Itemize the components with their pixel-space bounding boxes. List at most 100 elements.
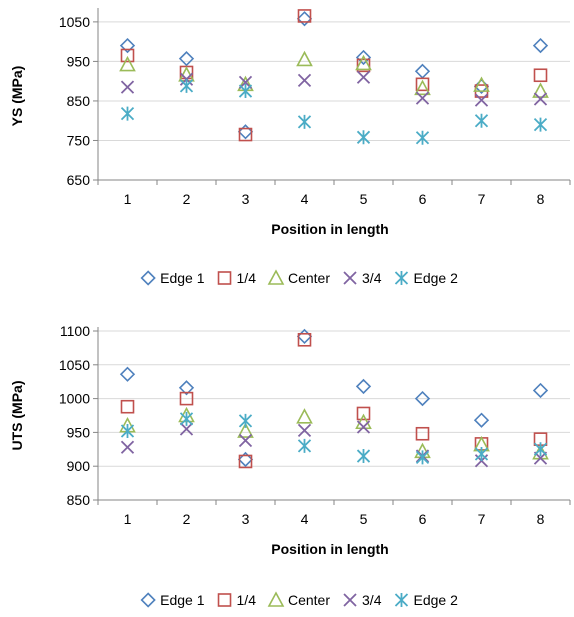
ys-point-center [119,55,136,72]
ys-point-edge-2 [179,78,194,93]
uts-legend-label: Center [288,592,330,608]
ys-point-1-4 [238,127,253,142]
ys-point-edge-2 [238,84,253,99]
uts-series-3-4 [120,420,548,468]
uts-y-tick-label: 1000 [59,391,90,407]
ys-legend-label: 3/4 [362,270,382,286]
ys-y-tick-label: 750 [67,132,91,148]
ys-series-center [119,50,549,98]
uts-point-3-4 [179,422,194,436]
ys-legend-label: 1/4 [237,270,257,286]
ys-point-1-4 [297,9,312,23]
ys-point-center [355,54,372,71]
uts-point-edge-1 [237,451,254,468]
uts-x-tick-label: 7 [478,511,486,527]
ys-legend-item-center: Center [267,269,330,286]
ys-point-center [532,82,549,98]
ys-series-edge-1 [119,11,549,140]
uts-y-axis-title: UTS (MPa) [9,381,25,451]
ys-y-tick-label: 650 [67,172,91,188]
uts-point-edge-2 [474,447,489,462]
uts-point-edge-1 [119,366,136,382]
uts-point-edge-2 [356,449,371,464]
ys-series-edge-2 [120,78,548,145]
uts-legend-label: 3/4 [362,592,382,608]
uts-legend-marker-edge-2 [394,593,409,607]
ys-point-edge-1 [178,51,195,67]
ys-y-axis-title: YS (MPa) [9,66,25,127]
uts-x-tick-label: 4 [301,511,309,527]
ys-point-edge-1 [296,11,313,27]
uts-point-1-4 [356,406,371,421]
uts-y-tick-label: 950 [67,424,91,440]
ys-legend-marker-1-4 [217,271,232,285]
ys-point-center [296,50,313,67]
ys-x-tick-label: 1 [124,191,132,207]
uts-legend-item-1-4: 1/4 [217,592,256,608]
ys-x-tick-label: 7 [478,191,486,207]
uts-point-edge-2 [120,424,135,439]
uts-point-1-4 [415,426,430,441]
ys-legend-label: Edge 1 [160,270,205,286]
uts-point-edge-2 [415,450,430,465]
ys-point-3-4 [533,92,548,106]
uts-point-edge-1 [473,412,490,428]
uts-point-edge-1 [355,378,372,395]
ys-legend-item-edge-1: Edge 1 [140,270,205,286]
ys-x-tick-label: 4 [301,191,309,207]
uts-legend-item-3-4: 3/4 [343,592,382,608]
ys-point-1-4 [356,58,371,73]
uts-series-edge-1 [119,328,549,468]
uts-point-edge-1 [178,380,195,396]
uts-point-edge-2 [297,438,312,453]
uts-point-center [296,408,313,424]
ys-legend-marker-center [267,269,285,285]
uts-point-3-4 [120,440,135,454]
ys-point-edge-2 [356,130,371,145]
ys-legend-item-1-4: 1/4 [217,270,257,286]
ys-point-edge-1 [237,124,254,140]
ys-x-tick-label: 8 [537,191,545,207]
ys-point-3-4 [356,70,371,84]
ys-point-3-4 [120,80,135,94]
ys-x-tick-label: 5 [360,191,368,207]
ys-y-tick-label: 1050 [59,14,90,30]
ys-legend-item-edge-2: Edge 2 [394,270,458,286]
ys-x-axis-title: Position in length [271,221,388,237]
ys-legend-label: Center [288,270,330,286]
ys-legend-label: Edge 2 [413,270,458,286]
uts-x-axis-title: Position in length [271,541,388,557]
ys-point-3-4 [297,73,312,88]
uts-legend-label: Edge 1 [160,592,205,608]
ys-point-edge-1 [473,78,490,94]
uts-point-edge-1 [532,382,549,399]
uts-point-edge-1 [296,328,313,345]
ys-legend: Edge 1 1/4 Center 3/4 Edge 2 [140,269,458,286]
uts-point-1-4 [238,454,253,469]
ys-x-tick-label: 3 [242,191,250,207]
ys-point-edge-2 [474,113,489,128]
uts-x-tick-label: 6 [419,511,427,527]
uts-x-tick-label: 2 [183,511,191,527]
uts-x-tick-label: 5 [360,511,368,527]
ys-point-edge-2 [415,130,430,145]
uts-point-3-4 [356,420,371,434]
uts-legend-label: Edge 2 [413,592,458,608]
ys-point-1-4 [415,77,430,92]
ys-legend-item-3-4: 3/4 [343,270,382,286]
uts-point-1-4 [120,399,135,414]
uts-series-edge-2 [120,411,548,465]
uts-point-1-4 [179,391,194,406]
uts-chart: 850 900 950 1000 1050 1100 1 2 3 4 5 6 7 8 Position in… [9,323,571,608]
uts-legend: Edge 1 1/4 Center 3/4 Edge 2 [140,591,458,608]
ys-point-1-4 [533,68,548,83]
ys-y-tick-label: 950 [67,53,91,69]
uts-legend-item-edge-1: Edge 1 [140,592,205,608]
uts-point-3-4 [238,433,253,448]
ys-point-edge-1 [355,49,372,66]
uts-legend-item-center: Center [267,591,330,608]
uts-y-tick-label: 1100 [60,323,90,339]
ys-point-edge-1 [119,37,136,54]
ys-point-edge-1 [532,37,549,54]
uts-point-3-4 [297,423,312,438]
